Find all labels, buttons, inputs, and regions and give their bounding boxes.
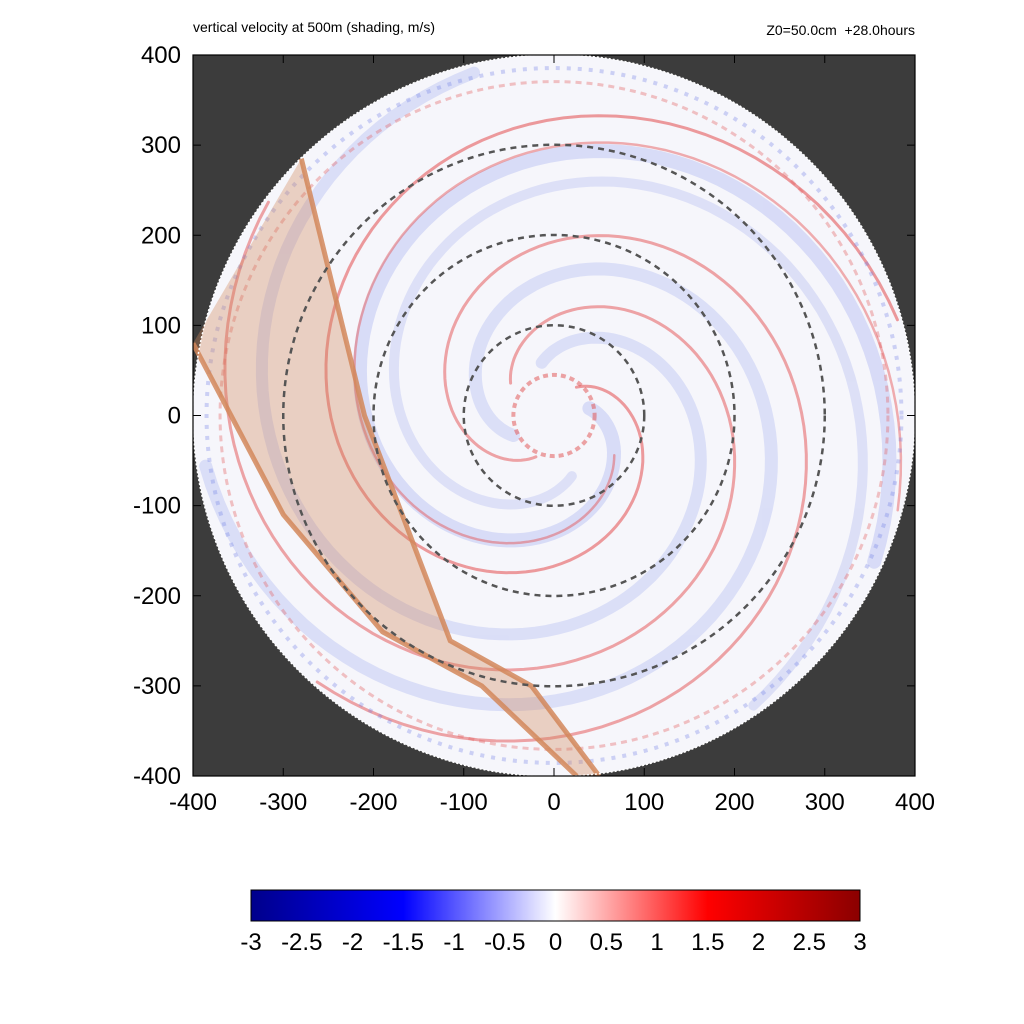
colorbar-tick-label: 3 [853,929,866,956]
colorbar-gradient [250,889,861,922]
y-tick-label: -300 [133,673,181,700]
swath-fill [193,158,600,776]
colorbar-tick-label: 2 [752,929,765,956]
chart-subtitle: Z0=50.0cm +28.0hours [766,22,915,38]
colorbar-tick-label: -3 [240,929,261,956]
plot-area [192,53,916,778]
y-tick-label: 100 [141,312,181,339]
colorbar-tick-label: 0 [549,929,562,956]
x-tick-label: 300 [805,789,845,816]
spiral-band-7 [353,141,903,545]
x-tick-label: -400 [169,789,217,816]
colorbar-tick-label: 0.5 [590,929,623,956]
y-tick-label: -400 [133,763,181,790]
y-tick-label: 200 [141,222,181,249]
radius-circle-200 [372,233,736,598]
outer-ring-shading-blue [204,66,904,765]
colorbar-tick-label: -1.5 [383,929,424,956]
axes: -400 -300 -200 -100 0 100 200 300 400 -400 -300 -20… [133,42,935,816]
x-tick-label: 200 [714,789,754,816]
spiral-band-3 [388,176,868,711]
colorbar-tick-label: 1 [650,929,663,956]
colorbar-tick-label: 1.5 [691,929,724,956]
chart-title: vertical velocity at 500m (shading, m/s) [193,19,435,35]
colorbar-tick-label: -1 [443,929,464,956]
x-tick-label: 100 [624,789,664,816]
spiral-band-1 [255,66,707,641]
colorbar-tick-label: 2.5 [793,929,826,956]
y-tick-label: 300 [141,132,181,159]
x-tick-label: -100 [440,789,488,816]
x-tick-label: -300 [259,789,307,816]
radius-circle-100 [462,324,646,507]
spiral-band-5 [223,200,737,672]
colorbar-tick-label: -0.5 [484,929,525,956]
y-tick-label: -200 [133,583,181,610]
radius-circle-300 [282,143,826,688]
x-tick-label: 400 [895,789,935,816]
outer-ring-shading [218,80,890,751]
swath-edge-1 [298,158,602,776]
colorbar-tick-label: -2 [342,929,363,956]
y-tick-label: -100 [133,493,181,520]
y-tick-label: 400 [141,42,181,69]
swath-band [193,158,602,776]
x-tick-label: -200 [349,789,397,816]
colorbar: -3 -2.5 -2 -1.5 -1 -0.5 0 0.5 1 1.5 2 2.5 3 [240,889,867,956]
swath-edge-2 [193,342,579,776]
y-tick-label: 0 [168,403,181,430]
spiral-band-6 [315,234,808,743]
domain-disk [193,54,915,777]
colorbar-tick-label: -2.5 [281,929,322,956]
eyewall-shading [511,372,597,459]
spiral-band-2 [199,262,778,712]
x-tick-label: 0 [547,789,560,816]
